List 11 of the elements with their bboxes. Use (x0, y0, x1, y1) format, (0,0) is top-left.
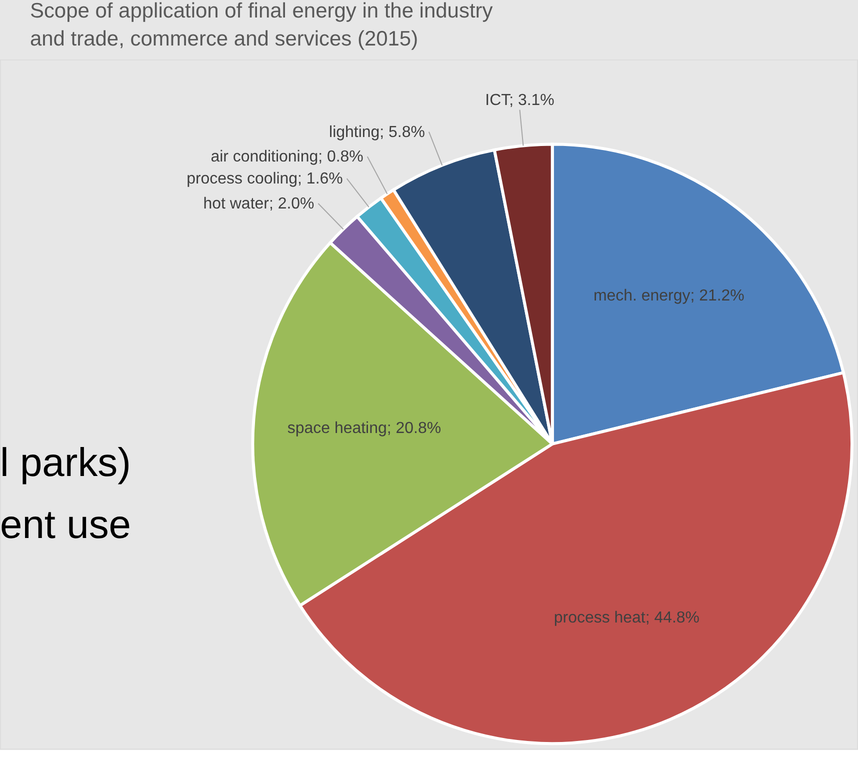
text: l parks) (0, 440, 131, 485)
slice-label: ICT; 3.1% (485, 92, 554, 109)
slice-label: lighting; 5.8% (329, 124, 425, 141)
slice-label: mech. energy; 21.2% (593, 287, 744, 304)
chart-title: Scope of application of final energy in the industry and trade, commerce and services (2015) (30, 0, 494, 50)
text: ent use (0, 502, 132, 547)
slice-label: space heating; 20.8% (287, 420, 442, 438)
slice-label: air conditioning; 0.8% (210, 148, 364, 166)
slice-label: hot water; 2.0% (203, 195, 314, 212)
slice-label: process heat; 44.8% (554, 609, 700, 626)
slice-label: process cooling; 1.6% (186, 170, 343, 188)
